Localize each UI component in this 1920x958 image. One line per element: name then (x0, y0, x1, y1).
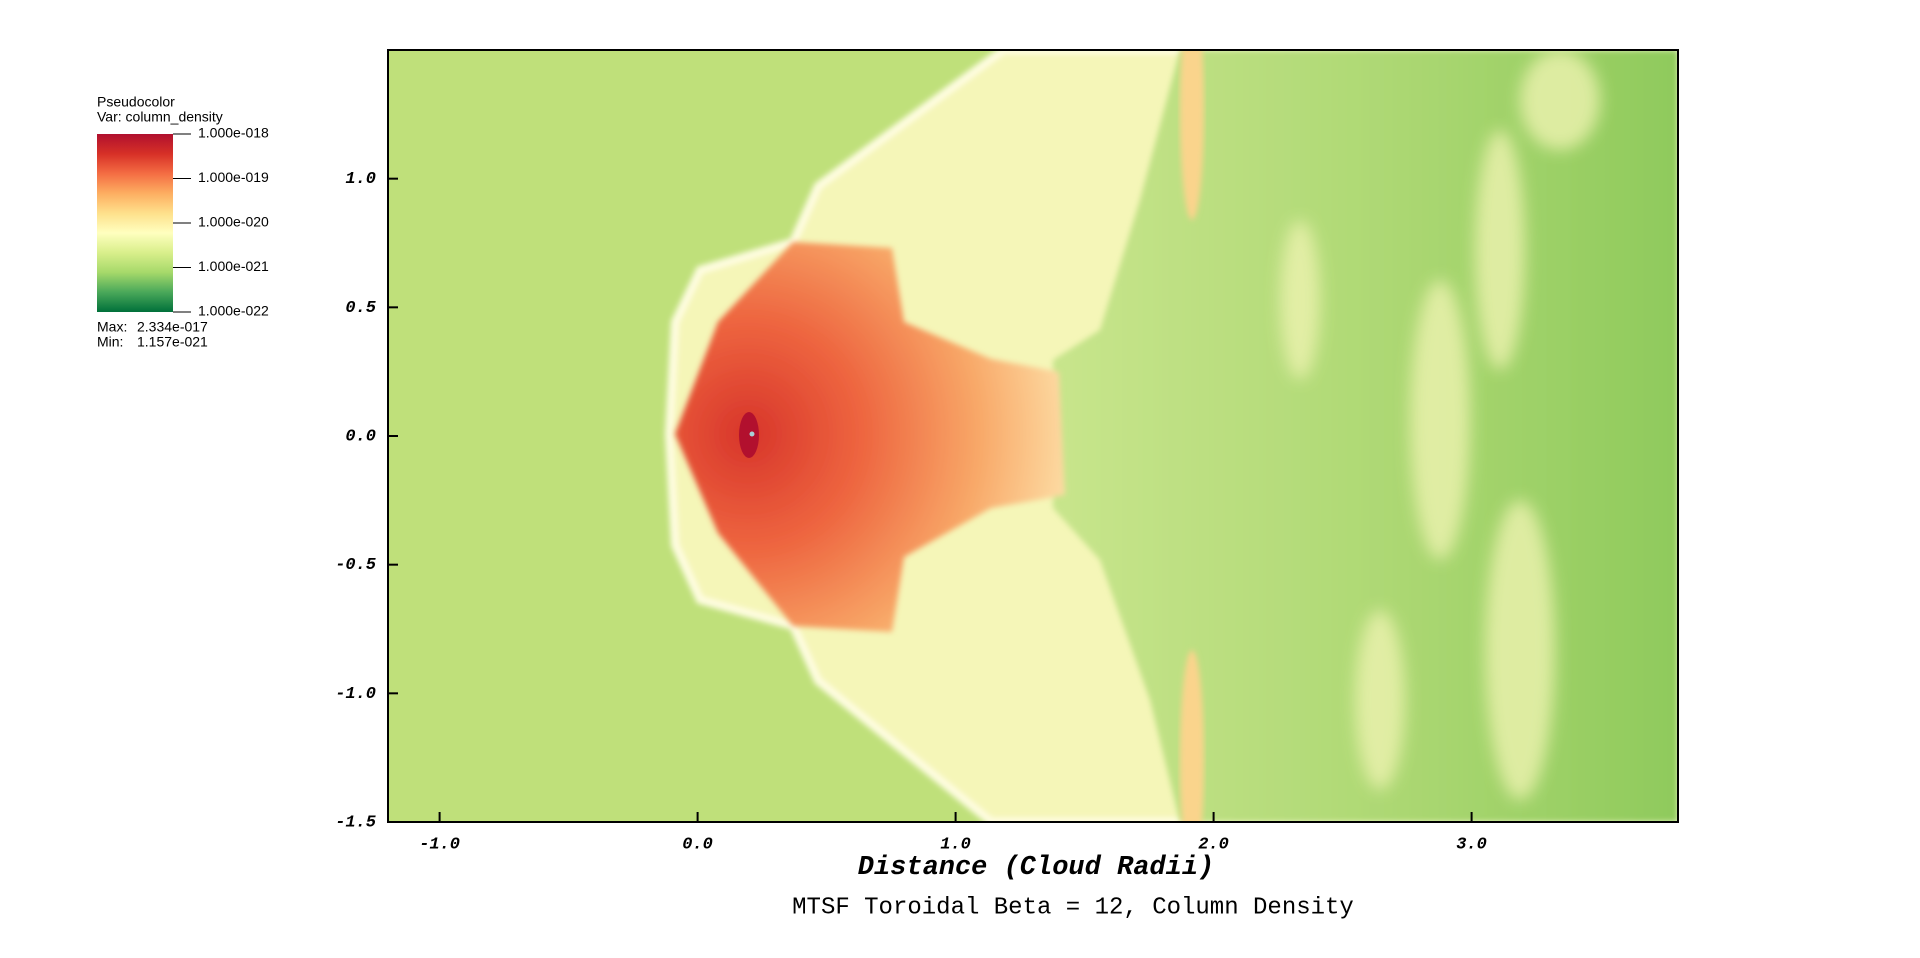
x-tick-label: 3.0 (1456, 835, 1487, 854)
field-image (388, 50, 1678, 822)
stat-name: Max: (97, 319, 127, 335)
y-tick-label: -0.5 (335, 556, 376, 575)
x-tick-label: 1.0 (940, 835, 971, 854)
colorbar-tick-label: 1.000e-018 (198, 125, 269, 141)
stat-name: Min: (97, 334, 123, 350)
stat-value: 1.157e-021 (137, 334, 208, 350)
x-tick-label: 2.0 (1198, 835, 1229, 854)
stat-value: 2.334e-017 (137, 319, 208, 335)
x-axis-label: Distance (Cloud Radii) (858, 853, 1214, 883)
legend-plot: Pseudocolor (97, 94, 175, 110)
y-tick-label: 0.0 (345, 427, 376, 446)
chart-title: MTSF Toroidal Beta = 12, Column Density (792, 894, 1354, 921)
y-tick-label: 0.5 (345, 299, 376, 318)
colorbar-tick-label: 1.000e-020 (198, 214, 269, 230)
x-tick-label: 0.0 (682, 835, 713, 854)
colorbar-tick-label: 1.000e-019 (198, 169, 269, 185)
x-tick-label: -1.0 (419, 835, 460, 854)
colorbar-tick-label: 1.000e-021 (198, 258, 269, 274)
y-tick-label: -1.5 (335, 813, 376, 832)
colorbar-tick-label: 1.000e-022 (198, 303, 269, 319)
colorbar (97, 134, 173, 312)
y-tick-label: -1.0 (335, 685, 376, 704)
y-tick-label: 1.0 (345, 170, 376, 189)
legend-variable: Var: column_density (97, 109, 223, 125)
